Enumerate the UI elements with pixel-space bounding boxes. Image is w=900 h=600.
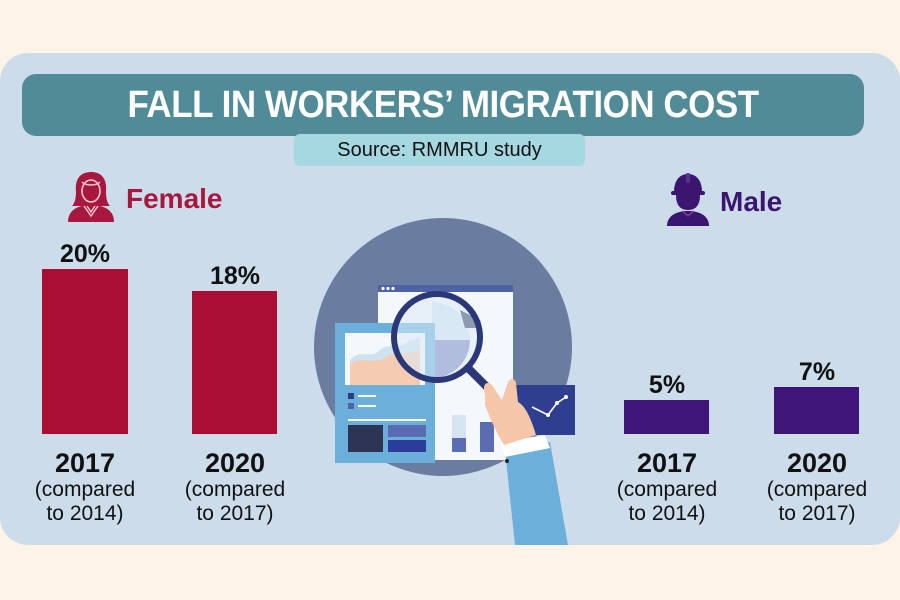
category-label: 2017 (compared to 2014): [616, 448, 718, 525]
bar-value-label: 7%: [798, 358, 836, 386]
legend-male-label: Male: [720, 185, 783, 217]
category-label: 2020 (compared to 2017): [766, 448, 868, 525]
female-person-icon: [66, 170, 116, 227]
source-text: Source: RMMRU study: [337, 138, 542, 161]
title-banner: FALL IN WORKERS’ MIGRATION COST: [22, 74, 864, 136]
bar-female-2020: [192, 291, 277, 434]
page-title: FALL IN WORKERS’ MIGRATION COST: [127, 83, 759, 126]
category-label: 2017 (compared to 2014): [34, 448, 136, 525]
bar-male-2017: [624, 400, 709, 434]
bar-male-2020: [774, 387, 859, 434]
bar-value-label: 20%: [59, 240, 111, 268]
legend-female-label: Female: [126, 182, 223, 214]
data-analysis-magnifier-illustration: [300, 210, 600, 550]
bar-value-label: 18%: [209, 262, 261, 290]
source-badge: Source: RMMRU study: [294, 134, 585, 166]
male-worker-helmet-icon: [666, 172, 710, 231]
bar-value-label: 5%: [648, 371, 686, 399]
legend-male: Male: [666, 172, 782, 231]
bar-female-2017: [42, 269, 128, 434]
legend-female: Female: [66, 170, 223, 227]
category-label: 2020 (compared to 2017): [184, 448, 286, 525]
